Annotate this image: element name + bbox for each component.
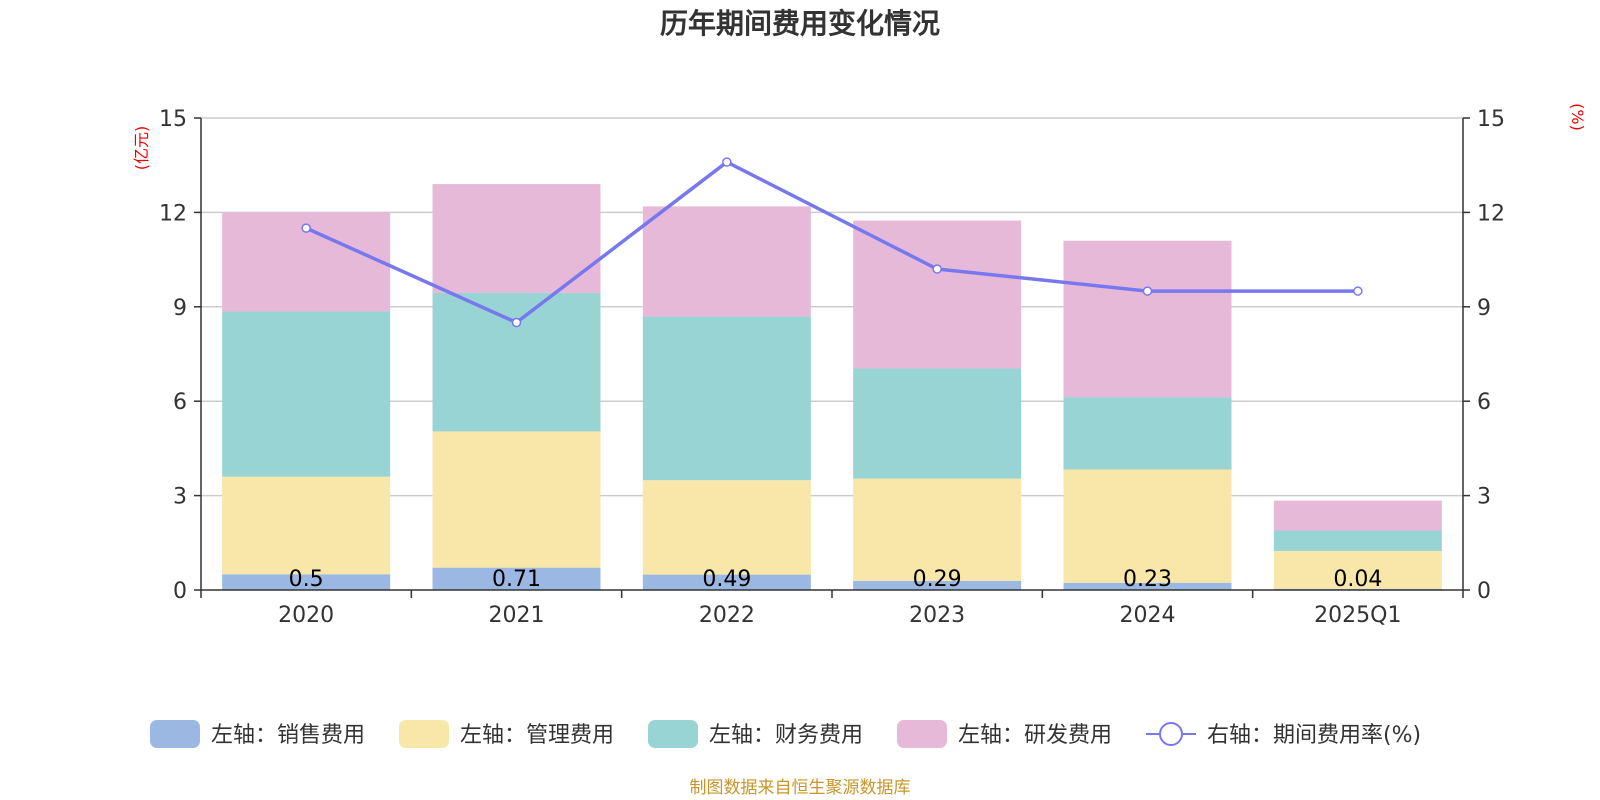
bar-segment-管理费用 (432, 431, 601, 568)
bar-value-label: 0.04 (1333, 567, 1382, 592)
legend-label: 左轴：销售费用 (211, 723, 365, 748)
x-tick-label: 2020 (278, 603, 334, 628)
x-tick-label: 2022 (699, 603, 755, 628)
bar-value-label: 0.49 (702, 567, 751, 592)
bar-segment-管理费用 (1063, 469, 1232, 583)
bar-segment-财务费用 (853, 368, 1022, 479)
left-axis-unit: (亿元) (132, 126, 151, 171)
legend-label: 左轴：财务费用 (709, 723, 863, 748)
rate-line (305, 160, 1358, 325)
right-tick-label: 12 (1477, 201, 1505, 226)
right-tick-label: 6 (1477, 390, 1491, 415)
bar-segment-销售费用 (432, 567, 601, 590)
left-tick-label: 3 (173, 485, 187, 510)
bar-value-label: 0.29 (913, 567, 962, 592)
left-tick-label: 15 (159, 107, 187, 132)
bar-labels: 0.5 0.71 0.49 0.29 0.23 0.04 (289, 567, 1383, 592)
chart-title: 历年期间费用变化情况 (660, 7, 940, 40)
legend-label: 右轴：期间费用率(%) (1207, 723, 1421, 748)
bar-segment-销售费用 (853, 580, 1022, 590)
bar-segment-财务费用 (432, 292, 601, 432)
x-tick-label: 2023 (909, 603, 965, 628)
left-tick-label: 0 (173, 579, 187, 604)
left-tick-label: 9 (173, 296, 187, 321)
rate-point (301, 223, 311, 233)
bar-value-label: 0.23 (1123, 567, 1172, 592)
line-series (301, 157, 1363, 328)
bar-segment-财务费用 (1273, 530, 1442, 551)
bar-segment-研发费用 (432, 184, 601, 293)
bar-segment-研发费用 (642, 206, 811, 317)
left-tick-label: 12 (159, 201, 187, 226)
bar-value-label: 0.5 (289, 567, 324, 592)
bars (222, 184, 1442, 590)
bar-segment-管理费用 (1273, 550, 1442, 589)
rate-point (1142, 286, 1153, 296)
right-tick-label: 15 (1477, 107, 1505, 132)
bar-segment-财务费用 (222, 311, 391, 477)
x-tick-label: 2025Q1 (1314, 603, 1401, 628)
legend-swatch-研发费用 (897, 720, 947, 748)
legend-swatch-财务费用 (648, 720, 698, 748)
rate-point (511, 317, 522, 328)
bar-segment-管理费用 (642, 480, 811, 575)
rate-point (932, 264, 942, 274)
right-tick-label: 9 (1477, 296, 1491, 321)
source-note: 制图数据来自恒生聚源数据库 (690, 778, 911, 798)
right-axis-unit: (%) (1568, 103, 1587, 131)
x-tick-label: 2021 (489, 603, 545, 628)
right-tick-label: 3 (1477, 485, 1491, 510)
legend[interactable]: 左轴：销售费用 左轴：管理费用 左轴：财务费用 左轴：研发费用 右轴：期间费用率(%) (150, 720, 1421, 748)
legend-label: 左轴：研发费用 (958, 723, 1112, 748)
bar-segment-研发费用 (1273, 500, 1442, 531)
x-tick-label: 2024 (1120, 603, 1176, 628)
bar-value-label: 0.71 (492, 567, 541, 592)
bar-segment-管理费用 (853, 478, 1022, 581)
right-tick-label: 0 (1477, 579, 1491, 604)
bar-segment-销售费用 (642, 574, 811, 590)
legend-line-marker (1159, 722, 1183, 746)
bar-segment-财务费用 (1063, 397, 1232, 470)
bar-segment-研发费用 (853, 220, 1022, 369)
rate-point (722, 157, 732, 167)
bar-segment-财务费用 (642, 316, 811, 481)
legend-swatch-销售费用 (150, 720, 200, 748)
bar-segment-销售费用 (222, 574, 391, 590)
axes: 0 3 6 9 12 15 0 3 6 9 12 15 2020 2021 2022 2023 2024 2025… (159, 107, 1505, 628)
bar-segment-研发费用 (1063, 240, 1232, 398)
rate-point (1353, 286, 1363, 296)
bar-segment-销售费用 (1063, 582, 1232, 590)
left-tick-label: 6 (173, 390, 187, 415)
legend-swatch-管理费用 (399, 720, 449, 748)
bar-segment-管理费用 (222, 476, 391, 575)
legend-label: 左轴：管理费用 (460, 723, 614, 748)
gridlines (201, 117, 1463, 497)
